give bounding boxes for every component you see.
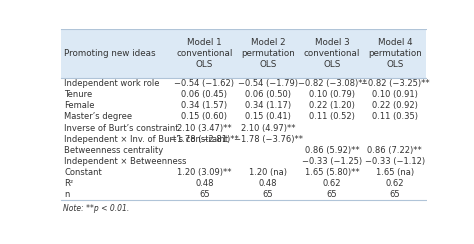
Text: 65: 65 <box>327 190 337 199</box>
Text: 0.62: 0.62 <box>386 179 404 188</box>
Text: 0.22 (0.92): 0.22 (0.92) <box>372 102 418 110</box>
Text: Betweenness centrality: Betweenness centrality <box>64 146 163 155</box>
Text: 0.06 (0.45): 0.06 (0.45) <box>181 90 227 99</box>
Text: Model 1
conventional
OLS: Model 1 conventional OLS <box>176 38 232 69</box>
Text: Independent work role: Independent work role <box>64 79 160 88</box>
Text: Independent × Betweenness: Independent × Betweenness <box>64 157 187 166</box>
Text: 0.11 (0.35): 0.11 (0.35) <box>372 112 418 122</box>
Text: −0.33 (−1.12): −0.33 (−1.12) <box>365 157 425 166</box>
Text: −0.54 (−1.79): −0.54 (−1.79) <box>238 79 298 88</box>
Text: Constant: Constant <box>64 168 102 177</box>
Text: 0.34 (1.57): 0.34 (1.57) <box>181 102 228 110</box>
Text: Model 2
permutation
OLS: Model 2 permutation OLS <box>241 38 295 69</box>
Text: 2.10 (3.47)**: 2.10 (3.47)** <box>177 124 232 132</box>
Text: Promoting new ideas: Promoting new ideas <box>64 49 155 58</box>
Text: 0.48: 0.48 <box>195 179 213 188</box>
Text: 0.86 (7.22)**: 0.86 (7.22)** <box>367 146 422 155</box>
Text: R²: R² <box>64 179 73 188</box>
Text: 0.06 (0.50): 0.06 (0.50) <box>245 90 291 99</box>
Text: −0.82 (−3.08)**: −0.82 (−3.08)** <box>298 79 366 88</box>
Text: 1.65 (na): 1.65 (na) <box>376 168 414 177</box>
Text: −0.82 (−3.25)**: −0.82 (−3.25)** <box>361 79 429 88</box>
Text: 0.86 (5.92)**: 0.86 (5.92)** <box>305 146 359 155</box>
Text: 0.15 (0.60): 0.15 (0.60) <box>181 112 227 122</box>
Text: n: n <box>64 190 69 199</box>
Text: Model 3
conventional
OLS: Model 3 conventional OLS <box>304 38 360 69</box>
Text: Master’s degree: Master’s degree <box>64 112 132 122</box>
Text: Tenure: Tenure <box>64 90 92 99</box>
Text: −1.78 (−3.76)**: −1.78 (−3.76)** <box>234 135 302 144</box>
Bar <box>61 29 426 78</box>
Text: 1.20 (na): 1.20 (na) <box>249 168 287 177</box>
Text: 0.48: 0.48 <box>259 179 277 188</box>
Text: 65: 65 <box>263 190 273 199</box>
Text: 65: 65 <box>390 190 400 199</box>
Text: 2.10 (4.97)**: 2.10 (4.97)** <box>241 124 295 132</box>
Text: Model 4
permutation
OLS: Model 4 permutation OLS <box>368 38 422 69</box>
Text: 0.22 (1.20): 0.22 (1.20) <box>309 102 355 110</box>
Text: 1.65 (5.80)**: 1.65 (5.80)** <box>305 168 359 177</box>
Text: 0.11 (0.52): 0.11 (0.52) <box>309 112 355 122</box>
Text: Independent × Inv. of Burt’s constraint: Independent × Inv. of Burt’s constraint <box>64 135 228 144</box>
Text: Female: Female <box>64 102 94 110</box>
Text: −0.54 (−1.62): −0.54 (−1.62) <box>174 79 234 88</box>
Text: 0.62: 0.62 <box>323 179 341 188</box>
Text: 0.15 (0.41): 0.15 (0.41) <box>245 112 291 122</box>
Text: Inverse of Burt’s constraint: Inverse of Burt’s constraint <box>64 124 179 132</box>
Text: 65: 65 <box>199 190 210 199</box>
Text: 0.34 (1.17): 0.34 (1.17) <box>245 102 291 110</box>
Text: 0.10 (0.79): 0.10 (0.79) <box>309 90 355 99</box>
Text: 1.20 (3.09)**: 1.20 (3.09)** <box>177 168 231 177</box>
Text: −1.78 (−2.81)**: −1.78 (−2.81)** <box>170 135 238 144</box>
Text: −0.33 (−1.25): −0.33 (−1.25) <box>302 157 362 166</box>
Text: Note: **p < 0.01.: Note: **p < 0.01. <box>63 204 129 213</box>
Text: 0.10 (0.91): 0.10 (0.91) <box>372 90 418 99</box>
